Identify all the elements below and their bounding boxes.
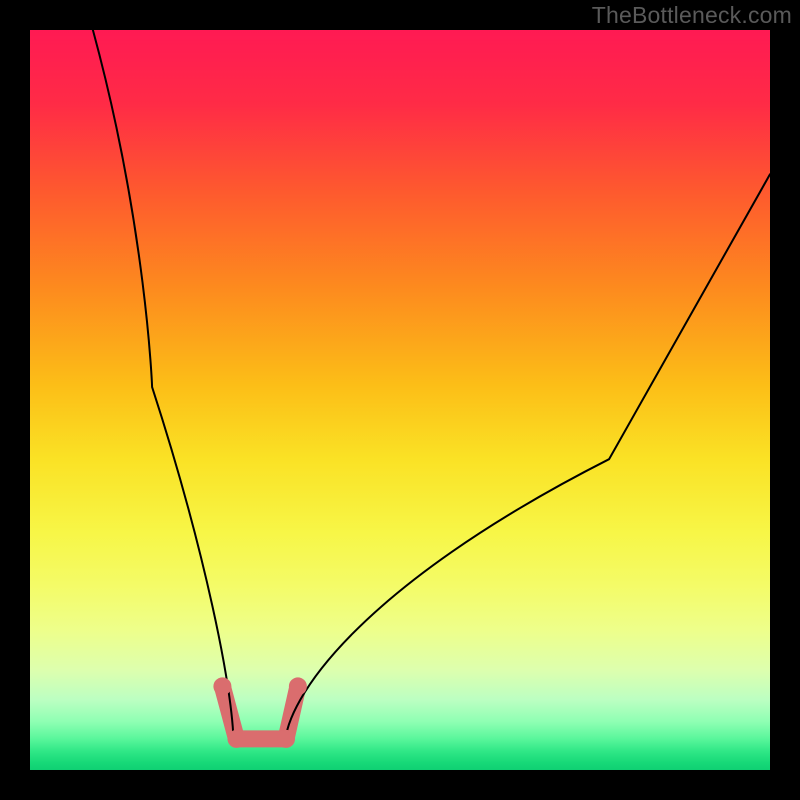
vertex-marker bbox=[213, 677, 231, 695]
vertex-marker bbox=[289, 677, 307, 695]
watermark-text: TheBottleneck.com bbox=[592, 2, 792, 29]
vertex-marker bbox=[227, 730, 245, 748]
chart-stage: TheBottleneck.com bbox=[0, 0, 800, 800]
gradient-plot-area bbox=[30, 30, 770, 770]
bottleneck-chart-svg bbox=[0, 0, 800, 800]
vertex-marker bbox=[277, 730, 295, 748]
